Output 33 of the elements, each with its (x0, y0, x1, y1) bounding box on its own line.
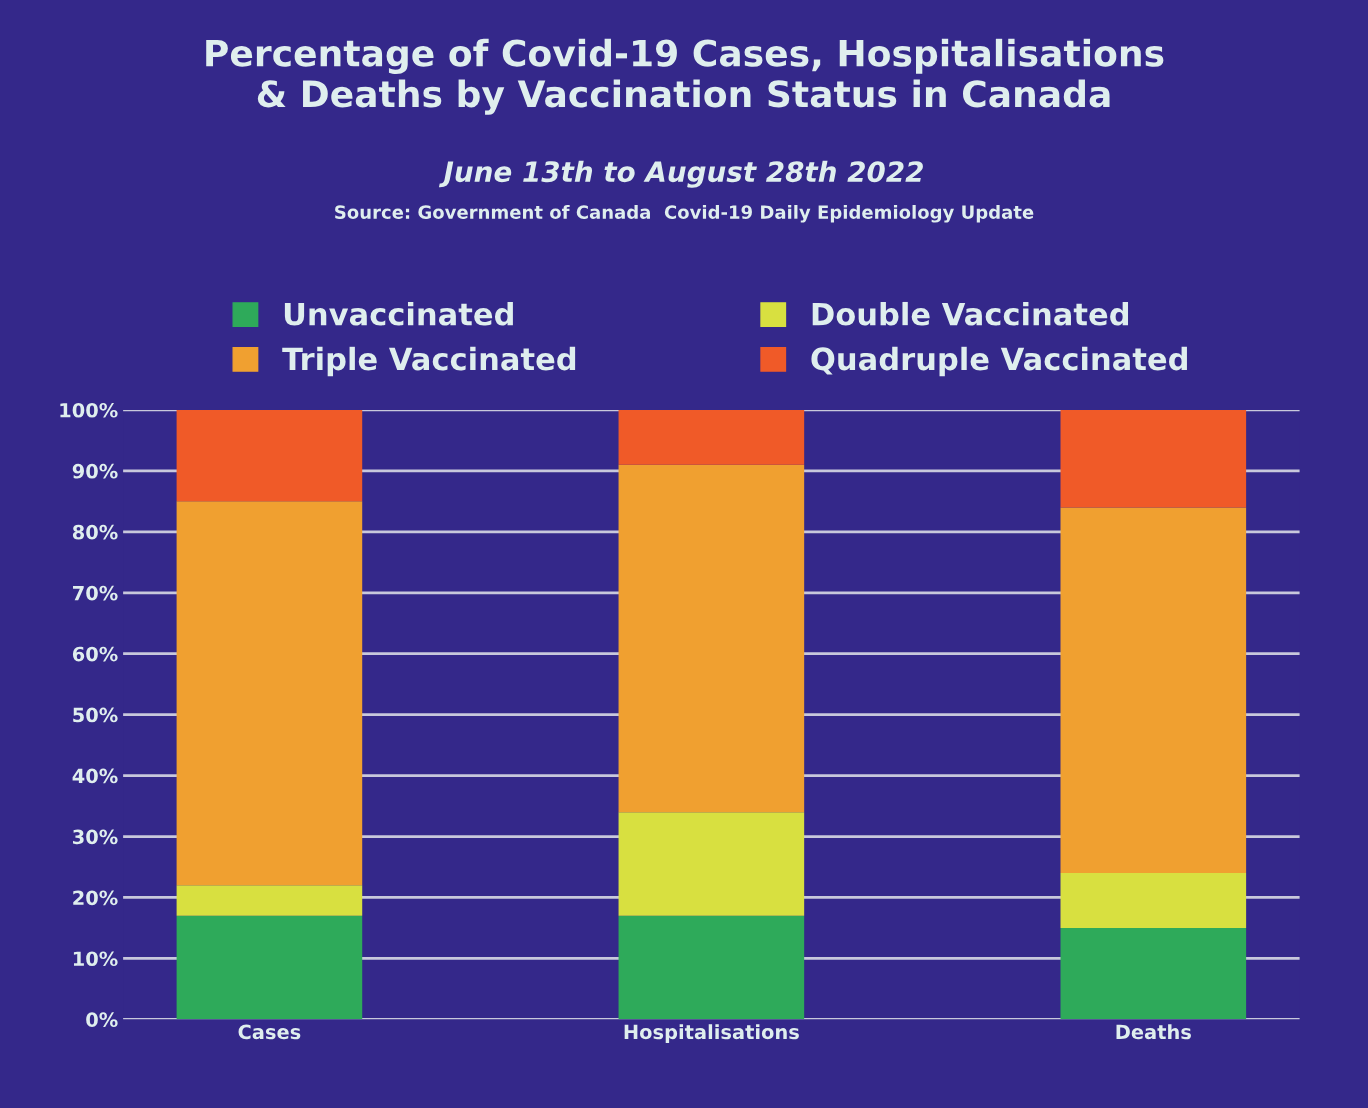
bar (176, 409, 363, 502)
y-tick-label: 80% (72, 524, 118, 540)
y-tick-label: 90% (72, 463, 118, 479)
x-tick-label: Cases (238, 1024, 301, 1040)
y-tick-label: 40% (72, 768, 118, 784)
bar (176, 501, 363, 886)
bar (618, 409, 805, 465)
legend-label: Quadruple Vaccinated (811, 346, 1187, 377)
legend-label: Triple Vaccinated (282, 346, 576, 377)
y-tick-label: 70% (73, 585, 118, 601)
bar (1060, 873, 1247, 928)
bar (1060, 507, 1247, 874)
bar (618, 812, 805, 916)
bar (176, 915, 363, 1020)
bar (1060, 409, 1247, 508)
source-note: Source: Government of Canada Covid-19 Daily Epidemiology Update (335, 204, 1034, 223)
y-tick-label: 30% (73, 829, 118, 845)
y-tick-label: 50% (73, 707, 118, 723)
chart-title: Percentage of Covid-19 Cases, Hospitalisations & Deaths by Vaccination Status in Canada (206, 38, 1164, 115)
x-tick-label: Hospitalisations (624, 1024, 799, 1044)
bar (618, 915, 805, 1020)
bar (176, 885, 363, 916)
y-tick-label: 60% (72, 646, 118, 662)
y-tick-label: 10% (73, 951, 118, 967)
bar (618, 464, 805, 813)
y-tick-label: 100% (60, 402, 118, 418)
y-tick-label: 20% (73, 890, 118, 906)
bar (1060, 927, 1247, 1020)
chart-subtitle: June 13th to August 28th 2022 (438, 160, 923, 188)
legend-label: Double Vaccinated (812, 301, 1129, 326)
legend-label: Unvaccinated (284, 301, 513, 326)
y-tick-label: 0% (86, 1012, 118, 1028)
x-tick-label: Deaths (1116, 1024, 1191, 1040)
